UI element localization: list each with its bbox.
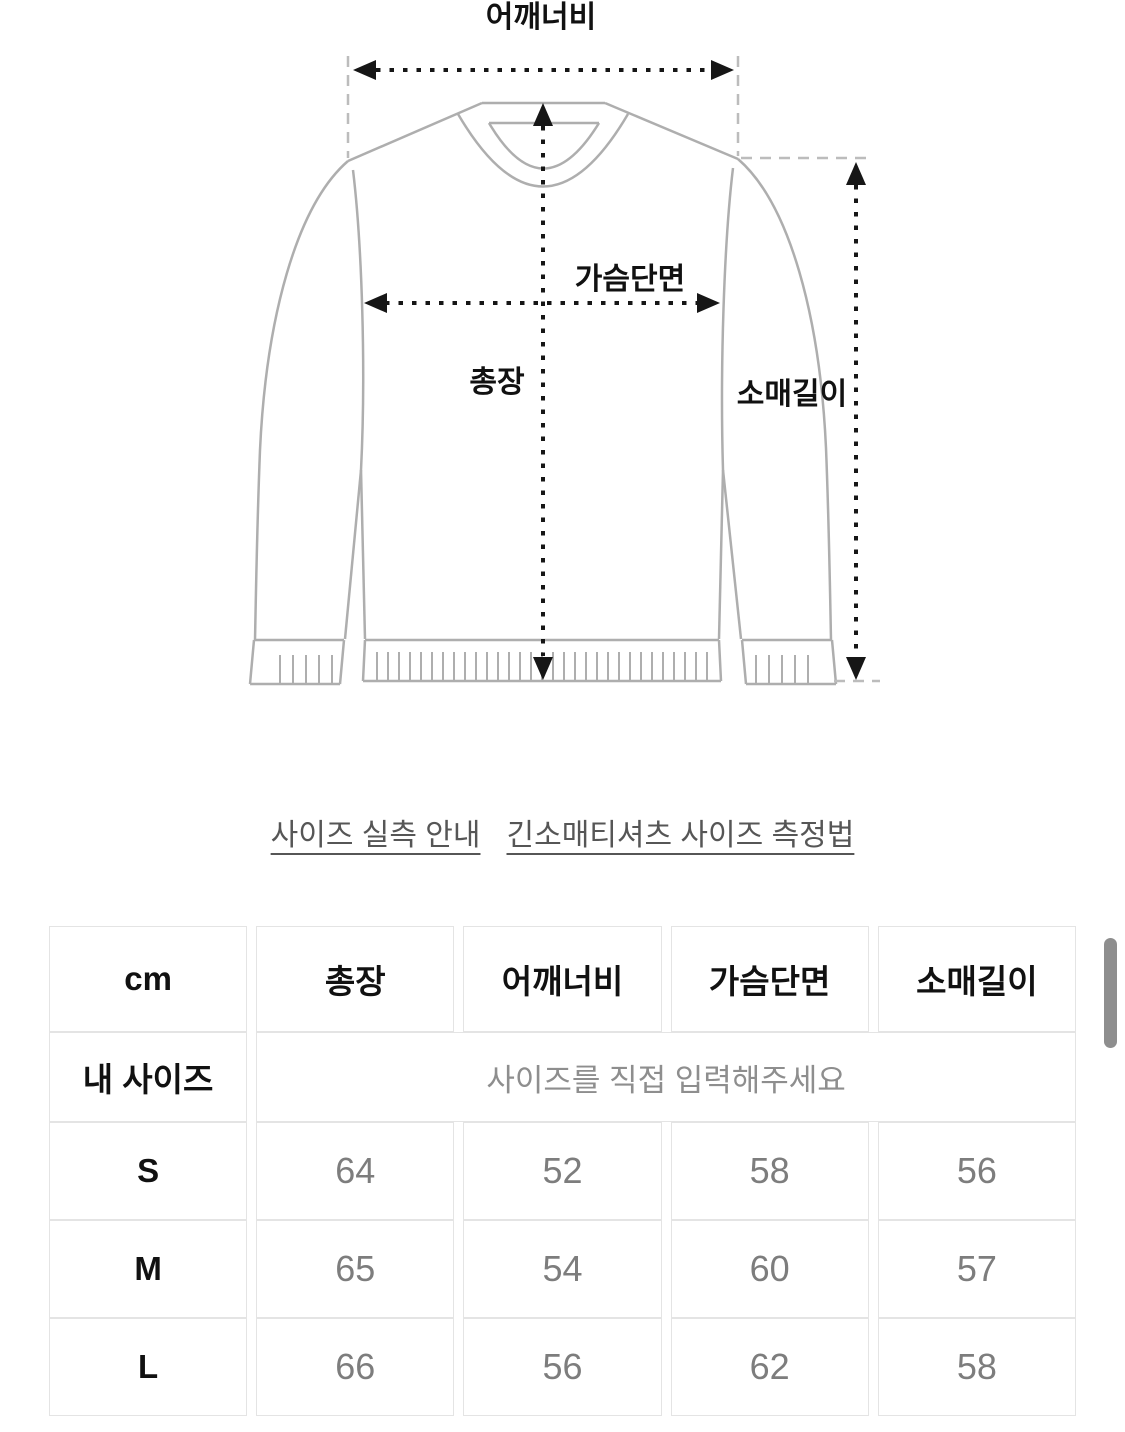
shoulder-width-arrow [353, 60, 734, 80]
value-s-chest: 58 [670, 1122, 869, 1220]
value-l-shoulder: 56 [463, 1318, 662, 1416]
col-header-length: 총장 [256, 926, 455, 1032]
value-m-chest: 60 [670, 1220, 869, 1318]
my-size-input-cell[interactable]: 사이즈를 직접 입력해주세요 [256, 1032, 1076, 1122]
size-table: cm 총장 어깨너비 가슴단면 소매길이 내 사이즈 사이즈를 직접 입력해주세… [40, 926, 1085, 1416]
value-s-length: 64 [256, 1122, 455, 1220]
col-header-unit: cm [49, 926, 248, 1032]
value-m-sleeve: 57 [877, 1220, 1076, 1318]
size-guide-link[interactable]: 사이즈 실측 안내 [270, 819, 481, 852]
size-row-l: L 66 56 62 58 [49, 1318, 1076, 1416]
size-row-s: S 64 52 58 56 [49, 1122, 1076, 1220]
label-sleeve-length: 소매길이 [737, 378, 847, 411]
size-label-s: S [49, 1122, 248, 1220]
sleeve-length-arrow [846, 162, 866, 680]
size-table-wrap: cm 총장 어깨너비 가슴단면 소매길이 내 사이즈 사이즈를 직접 입력해주세… [0, 926, 1125, 1416]
garment-outline [248, 101, 838, 686]
chest-width-arrow [364, 293, 720, 313]
my-size-row: 내 사이즈 사이즈를 직접 입력해주세요 [49, 1032, 1076, 1122]
size-label-l: L [49, 1318, 248, 1416]
size-links-row: 사이즈 실측 안내 긴소매티셔츠 사이즈 측정법 [0, 810, 1125, 854]
value-m-shoulder: 54 [463, 1220, 662, 1318]
value-l-length: 66 [256, 1318, 455, 1416]
size-diagram: 어깨너비 가슴단면 총장 소매길이 [248, 1, 880, 686]
size-row-m: M 65 54 60 57 [49, 1220, 1076, 1318]
measuring-method-link[interactable]: 긴소매티셔츠 사이즈 측정법 [506, 819, 855, 852]
value-m-length: 65 [256, 1220, 455, 1318]
col-header-chest: 가슴단면 [670, 926, 869, 1032]
value-l-sleeve: 58 [877, 1318, 1076, 1416]
label-chest-width: 가슴단면 [575, 263, 685, 296]
value-l-chest: 62 [670, 1318, 869, 1416]
hem-ribbing [279, 652, 809, 683]
table-header-row: cm 총장 어깨너비 가슴단면 소매길이 [49, 926, 1076, 1032]
value-s-shoulder: 52 [463, 1122, 662, 1220]
col-header-shoulder: 어깨너비 [463, 926, 662, 1032]
value-s-sleeve: 56 [877, 1122, 1076, 1220]
total-length-arrow [533, 103, 553, 680]
guide-lines [346, 56, 880, 683]
label-shoulder-width: 어깨너비 [486, 1, 596, 34]
size-label-m: M [49, 1220, 248, 1318]
label-total-length: 총장 [469, 366, 525, 399]
scrollbar-thumb[interactable] [1104, 938, 1117, 1048]
my-size-label: 내 사이즈 [49, 1032, 248, 1122]
col-header-sleeve: 소매길이 [877, 926, 1076, 1032]
